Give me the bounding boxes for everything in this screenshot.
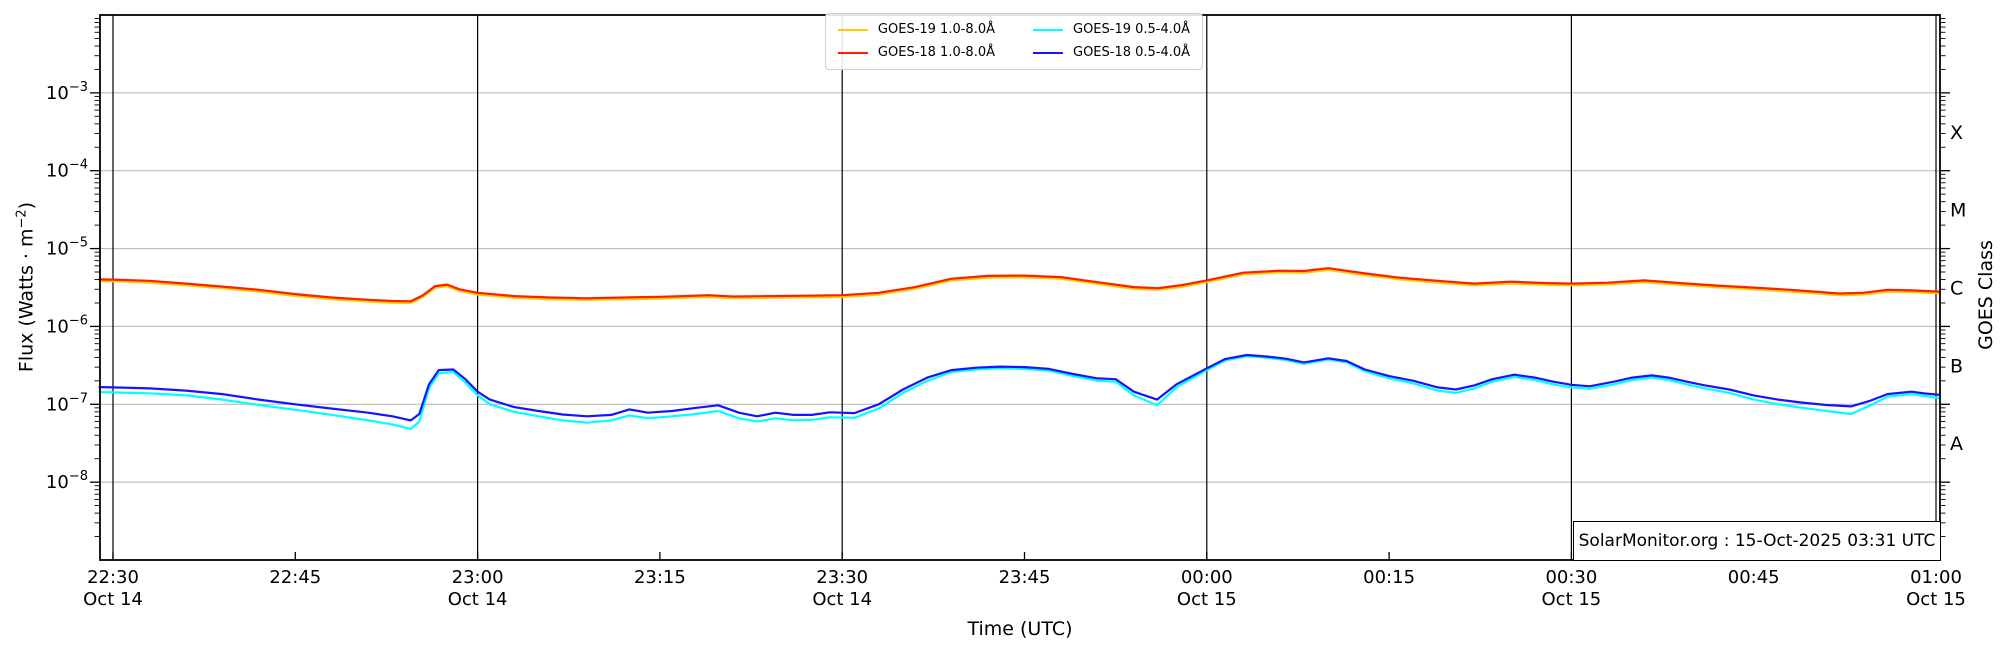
annotation-text: SolarMonitor.org : 15-Oct-2025 03:31 UTC: [1578, 531, 1936, 551]
x-tick-time-label: 23:00: [452, 567, 504, 588]
legend-label: GOES-19 1.0-8.0Å: [877, 22, 995, 37]
y-tick-label: 10−8: [46, 469, 88, 493]
series-curves: [98, 267, 1941, 431]
x-tick-time-label: 00:15: [1363, 567, 1415, 588]
y-tick-label: 10−7: [46, 391, 88, 415]
x-tick-time-label: 22:45: [269, 567, 321, 588]
annotation-box: SolarMonitor.org : 15-Oct-2025 03:31 UTC: [1573, 521, 1941, 561]
legend-label: GOES-18 0.5-4.0Å: [1073, 45, 1191, 60]
y-tick-label: 10−4: [46, 158, 88, 182]
goes-class-C: C: [1950, 278, 1963, 300]
series-GOES-19 1.0-8.0Å: [98, 268, 1941, 305]
series-GOES-19 0.5-4.0Å: [98, 355, 1941, 431]
plot-frame: [99, 14, 1941, 561]
x-tick-time-label: 00:30: [1545, 567, 1597, 588]
x-tick-date-label: Oct 15: [1906, 589, 1966, 610]
x-tick-time-label: 00:45: [1728, 567, 1780, 588]
x-ticks: [112, 552, 1937, 560]
gridlines: [100, 92, 1940, 483]
x-tick-time-label: 23:15: [634, 567, 686, 588]
goes-class-X: X: [1950, 122, 1963, 144]
y-tick-labels: 10−3 10−4 10−5 10−6 10−7 10−8: [46, 80, 88, 493]
goes-class-B: B: [1950, 355, 1963, 377]
legend-swatch: [837, 28, 868, 31]
legend-item-GOES-18 1.0-8.0Å: GOES-18 1.0-8.0Å: [837, 44, 995, 61]
x-tick-time-label: 23:30: [816, 567, 868, 588]
x-tick-date-label: Oct 14: [812, 589, 872, 610]
x-tick-date-label: Oct 15: [1542, 589, 1602, 610]
legend-label: GOES-19 0.5-4.0Å: [1073, 22, 1191, 37]
legend-swatch: [837, 51, 868, 54]
y-axis-label-close: ): [15, 201, 38, 210]
goes-class-M: M: [1950, 200, 1966, 222]
y-axis-label-flux: Flux (Watts · m−2): [14, 202, 37, 372]
legend-swatch: [1033, 28, 1063, 31]
series-GOES-18 0.5-4.0Å: [98, 353, 1941, 422]
x-tick-time-label: 22:30: [87, 567, 139, 588]
x-tick-time-label: 00:00: [1181, 567, 1233, 588]
goes-class-letters: A B C M X: [1950, 122, 1966, 455]
legend-item-GOES-19 1.0-8.0Å: GOES-19 1.0-8.0Å: [837, 21, 995, 38]
y-tick-label: 10−5: [46, 236, 88, 260]
series-GOES-18 1.0-8.0Å: [98, 267, 1941, 303]
y-axis-label-goes-class: GOES Class: [1975, 240, 1997, 350]
legend-item-GOES-18 0.5-4.0Å: GOES-18 0.5-4.0Å: [1033, 44, 1190, 61]
x-tick-date-label: Oct 14: [83, 589, 143, 610]
x-axis-label-time: Time (UTC): [967, 618, 1073, 640]
y-axis-label-superscript: −2: [14, 209, 30, 229]
legend-item-GOES-19 0.5-4.0Å: GOES-19 0.5-4.0Å: [1033, 21, 1190, 38]
goes-class-A: A: [1950, 433, 1963, 455]
y-axis-label-text: Flux (Watts · m: [15, 228, 38, 373]
legend: GOES-19 1.0-8.0Å GOES-18 1.0-8.0Å GOES-19 …: [824, 13, 1204, 70]
y-tick-label: 10−3: [46, 80, 88, 104]
legend-swatch: [1033, 51, 1063, 54]
x-tick-time-label: 23:45: [999, 567, 1051, 588]
x-tick-date-label: Oct 14: [448, 589, 508, 610]
legend-label: GOES-18 1.0-8.0Å: [877, 45, 995, 60]
x-tick-date-label: Oct 15: [1177, 589, 1237, 610]
y-tick-label: 10−6: [46, 313, 88, 337]
date-boundary-lines: [112, 15, 1937, 560]
x-tick-time-label: 01:00: [1910, 567, 1962, 588]
y-ticks: [90, 18, 1950, 538]
